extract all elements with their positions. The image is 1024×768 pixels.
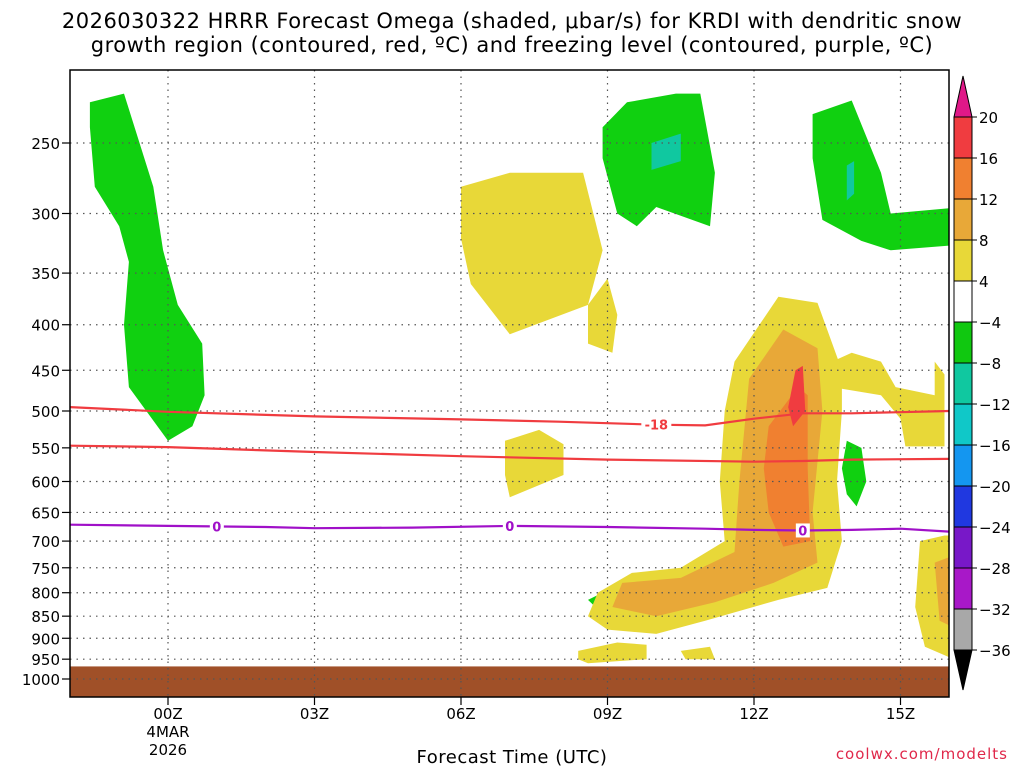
y-tick-label-350: 350 <box>31 265 60 283</box>
chart-title-line2: growth region (contoured, red, ºC) and f… <box>90 33 934 57</box>
omega-region-10 <box>832 352 945 447</box>
y-tick-label-700: 700 <box>31 533 60 551</box>
colorbar: 20 16 12 8 4 −4 −8 −12 −16 −20 −24 −28 −32 −36 <box>953 75 1011 691</box>
colorbar-swatch-6 <box>953 362 973 405</box>
colorbar-swatch-10 <box>953 526 973 569</box>
y-tick-label-950: 950 <box>31 651 60 669</box>
omega-region-8 <box>588 278 618 353</box>
y-tick-label-1000: 1000 <box>22 671 60 689</box>
colorbar-swatch-9 <box>953 485 973 528</box>
x-tick-label-06Z: 06Z <box>446 705 475 723</box>
y-tick-label-500: 500 <box>31 403 60 421</box>
colorbar-swatch-1 <box>953 157 973 200</box>
colorbar-top-arrow <box>953 75 973 118</box>
omega-region-15 <box>612 329 823 617</box>
colorbar-label-10: −24 <box>979 519 1011 537</box>
omega-region-14 <box>680 646 715 660</box>
y-tick-label-300: 300 <box>31 205 60 223</box>
colorbar-label-0: 20 <box>979 109 998 127</box>
colorbar-swatch-8 <box>953 444 973 487</box>
omega-region-4 <box>846 161 855 201</box>
colorbar-label-7: −12 <box>979 396 1011 414</box>
contour-layer: -18 0 0 0 <box>70 406 950 539</box>
colorbar-bottom-arrow <box>953 649 973 691</box>
omega-region-17 <box>763 387 811 547</box>
contour-freezing-level <box>70 523 950 533</box>
omega-shading-layer <box>89 93 949 664</box>
contour-label-freezing-level-2: 0 <box>798 524 807 539</box>
colorbar-label-6: −8 <box>979 355 1001 373</box>
colorbar-swatch-4 <box>953 280 973 323</box>
y-tick-label-800: 800 <box>31 585 60 603</box>
y-tick-label-250: 250 <box>31 135 60 153</box>
ground-layer <box>70 666 949 697</box>
y-tick-label-600: 600 <box>31 473 60 491</box>
x-tick-label-09Z: 09Z <box>593 705 622 723</box>
colorbar-swatch-7 <box>953 403 973 446</box>
x-tick-label-03Z: 03Z <box>300 705 329 723</box>
chart-title-line1: 2026030322 HRRR Forecast Omega (shaded, … <box>61 9 963 33</box>
y-axis: 250 300 350 400 450 500 550 600 650 700 750 800 850 9… <box>22 135 70 689</box>
x-axis-label: Forecast Time (UTC) <box>416 747 608 768</box>
colorbar-swatch-12 <box>953 608 973 651</box>
ground-fill <box>70 666 949 697</box>
omega-region-2 <box>651 133 681 170</box>
y-tick-label-650: 650 <box>31 504 60 522</box>
omega-region-13 <box>578 642 647 664</box>
colorbar-swatch-5 <box>953 321 973 364</box>
y-tick-label-900: 900 <box>31 630 60 648</box>
contour-label-freezing-level-1: 0 <box>505 520 514 535</box>
colorbar-label-12: −32 <box>979 601 1011 619</box>
colorbar-swatch-11 <box>953 567 973 610</box>
x-tick-label-15Z: 15Z <box>886 705 915 723</box>
site-credit: coolwx.com/modelts <box>835 745 1008 763</box>
contour-label-bg-dendritic-top-0 <box>641 417 672 432</box>
omega-region-9 <box>505 429 564 498</box>
omega-region-0 <box>89 93 205 441</box>
y-tick-label-750: 750 <box>31 560 60 578</box>
omega-region-16 <box>934 557 949 626</box>
omega-region-3 <box>812 100 949 251</box>
x-tick-label-00Z: 00Z <box>153 705 182 723</box>
colorbar-label-13: −36 <box>979 642 1011 660</box>
contour-label-bg-freezing-level-0 <box>209 519 224 534</box>
colorbar-label-1: 16 <box>979 150 998 168</box>
colorbar-label-9: −20 <box>979 478 1011 496</box>
colorbar-swatch-2 <box>953 198 973 241</box>
colorbar-swatch-0 <box>953 116 973 159</box>
colorbar-swatch-3 <box>953 239 973 282</box>
colorbar-label-3: 8 <box>979 232 989 250</box>
contour-label-dendritic-top-0: -18 <box>645 419 669 434</box>
x-tick-label-12Z: 12Z <box>739 705 768 723</box>
y-tick-label-850: 850 <box>31 608 60 626</box>
colorbar-label-4: 4 <box>979 273 989 291</box>
contour-dendritic-bottom <box>70 444 950 463</box>
colorbar-label-11: −28 <box>979 560 1011 578</box>
colorbar-label-2: 12 <box>979 191 998 209</box>
grid-layer <box>70 70 949 697</box>
contour-label-bg-freezing-level-1 <box>502 518 517 533</box>
contour-label-freezing-level-0: 0 <box>212 520 221 535</box>
x-tick-date-year: 2026 <box>149 741 187 759</box>
y-tick-label-550: 550 <box>31 440 60 458</box>
plot-frame <box>69 69 950 698</box>
colorbar-label-5: −4 <box>979 314 1001 332</box>
y-tick-label-400: 400 <box>31 317 60 335</box>
x-tick-date-month: 4MAR <box>146 723 189 741</box>
omega-region-7 <box>461 172 603 335</box>
y-tick-label-450: 450 <box>31 362 60 380</box>
omega-region-5 <box>841 440 867 507</box>
contour-label-bg-freezing-level-2 <box>795 523 810 538</box>
colorbar-label-8: −16 <box>979 437 1011 455</box>
